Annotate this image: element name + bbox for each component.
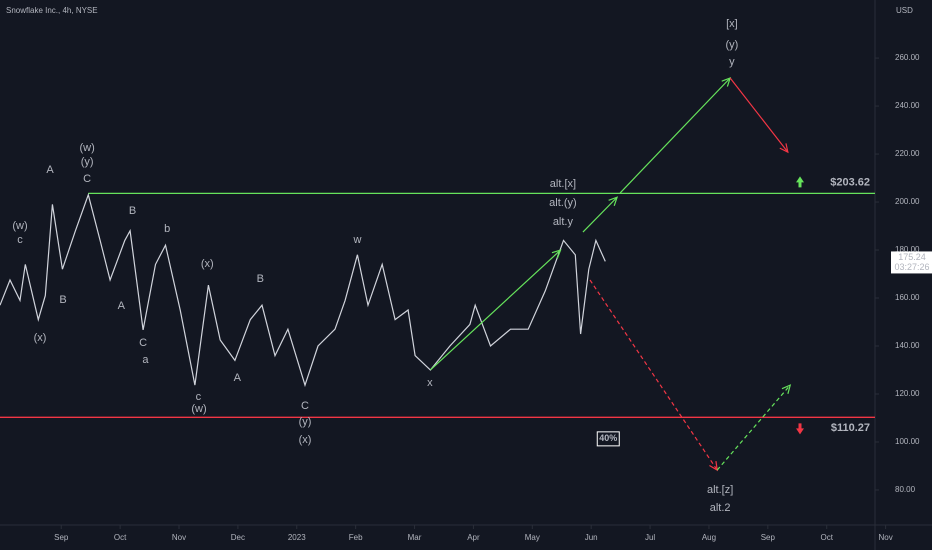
y-tick-label: 140.00 — [895, 341, 920, 350]
arrow-head — [721, 76, 732, 87]
x-tick-label: Sep — [54, 533, 69, 542]
last-price-box — [891, 251, 932, 274]
projection — [619, 77, 731, 194]
y-tick-label: 240.00 — [895, 101, 920, 110]
wave-label: (y) — [299, 416, 312, 428]
wave-label: (w) — [191, 403, 206, 415]
x-tick-label: Dec — [231, 533, 245, 542]
wave-label: [x] — [726, 18, 738, 30]
y-axis-label: USD — [896, 6, 913, 15]
wave-label: (x) — [34, 332, 47, 344]
wave-label: A — [118, 300, 126, 312]
projection — [729, 77, 789, 153]
arrow-head — [608, 196, 619, 206]
wave-label: B — [129, 205, 136, 217]
x-tick-label: Jul — [645, 533, 655, 542]
y-tick-label: 160.00 — [895, 293, 920, 302]
projection — [716, 384, 791, 471]
wave-label: (x) — [201, 258, 214, 270]
x-tick-label: Feb — [349, 533, 363, 542]
x-tick-label: Mar — [408, 533, 422, 542]
wave-label: alt.2 — [710, 502, 731, 514]
wave-label: x — [427, 377, 433, 389]
wave-label: (y) — [726, 39, 739, 51]
level-label: $203.62 — [830, 176, 870, 188]
y-tick-label: 180.00 — [895, 245, 920, 254]
y-tick-label: 120.00 — [895, 389, 920, 398]
y-tick-label: 100.00 — [895, 437, 920, 446]
wave-label: c — [196, 391, 202, 403]
wave-label: A — [234, 372, 242, 384]
wave-label: (w) — [12, 220, 27, 232]
projection — [430, 249, 561, 371]
badge-box — [596, 431, 620, 447]
wave-label: (x) — [299, 434, 312, 446]
level-arrow — [796, 423, 804, 435]
wave-label: w — [352, 234, 361, 246]
x-tick-label: Nov — [878, 533, 892, 542]
x-tick-label: Oct — [114, 533, 127, 542]
level-arrow — [796, 176, 804, 188]
wave-label: alt.[x] — [550, 178, 576, 190]
arrow-head — [779, 143, 789, 154]
y-tick-label: 200.00 — [895, 197, 920, 206]
projection — [582, 196, 618, 233]
level-label: $110.27 — [831, 422, 870, 434]
x-tick-label: May — [525, 533, 540, 542]
wave-label: (w) — [80, 142, 95, 154]
y-tick-label: 260.00 — [895, 53, 920, 62]
wave-label: C — [83, 173, 91, 185]
x-tick-label: Oct — [820, 533, 833, 542]
wave-label: B — [59, 294, 66, 306]
y-tick-label: 220.00 — [895, 149, 920, 158]
last-time: 03:27:26 — [894, 262, 929, 272]
arrow-head — [781, 384, 792, 394]
badge-label: 40% — [599, 433, 617, 443]
wave-label: alt.y — [553, 216, 574, 228]
arrow-head — [709, 461, 718, 472]
y-tick-label: 80.00 — [895, 485, 916, 494]
arrow-head — [551, 249, 562, 259]
wave-label: A — [46, 164, 54, 176]
wave-label: y — [729, 56, 735, 68]
wave-label: C — [139, 337, 147, 349]
x-tick-label: Jun — [585, 533, 598, 542]
wave-label: a — [142, 354, 149, 366]
price-line — [0, 192, 606, 388]
x-tick-label: Sep — [761, 533, 776, 542]
wave-label: (y) — [81, 156, 94, 168]
wave-label: c — [17, 234, 23, 246]
x-tick-label: Apr — [467, 533, 480, 542]
chart-title: Snowflake Inc., 4h, NYSE — [6, 6, 98, 15]
last-price: 175.24 — [898, 252, 926, 262]
wave-label: b — [164, 223, 170, 235]
x-tick-label: Nov — [172, 533, 186, 542]
wave-label: alt.[z] — [707, 484, 733, 496]
wave-label: alt.(y) — [549, 197, 577, 209]
x-tick-label: Aug — [702, 533, 716, 542]
wave-label: B — [257, 273, 264, 285]
x-tick-label: 2023 — [288, 533, 306, 542]
projection — [589, 279, 718, 471]
wave-label: C — [301, 400, 309, 412]
